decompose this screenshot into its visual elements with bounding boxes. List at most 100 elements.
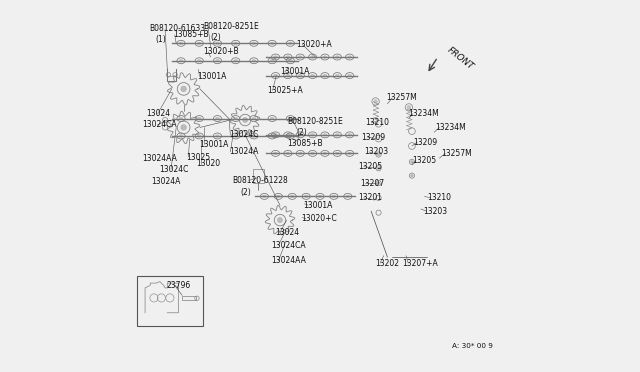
Ellipse shape <box>286 56 290 58</box>
Ellipse shape <box>289 60 292 62</box>
Text: 13024AA: 13024AA <box>271 256 306 265</box>
Text: 13020+B: 13020+B <box>204 47 239 56</box>
Text: (1): (1) <box>155 35 166 44</box>
Text: 13020: 13020 <box>196 159 220 168</box>
Circle shape <box>243 118 248 123</box>
Ellipse shape <box>179 117 183 120</box>
Text: 13001A: 13001A <box>197 72 227 81</box>
Ellipse shape <box>216 42 220 45</box>
Circle shape <box>377 167 380 170</box>
Ellipse shape <box>289 135 292 137</box>
Ellipse shape <box>298 56 302 58</box>
Text: 13024C: 13024C <box>159 165 188 174</box>
Text: A: 30* 00 9: A: 30* 00 9 <box>452 343 492 349</box>
Ellipse shape <box>234 42 237 45</box>
Text: 13024CA: 13024CA <box>271 241 306 250</box>
Ellipse shape <box>304 195 308 198</box>
Ellipse shape <box>234 60 237 62</box>
Text: B08120-8251E: B08120-8251E <box>287 117 343 126</box>
Ellipse shape <box>286 74 290 77</box>
Text: 13024AA: 13024AA <box>142 154 177 163</box>
Ellipse shape <box>286 152 290 155</box>
Text: 13205: 13205 <box>412 156 436 165</box>
Ellipse shape <box>270 42 274 45</box>
Ellipse shape <box>286 134 290 136</box>
Circle shape <box>377 153 380 156</box>
Circle shape <box>277 218 283 223</box>
Text: 13203: 13203 <box>364 147 388 156</box>
Text: (2): (2) <box>211 33 221 42</box>
Text: 13210: 13210 <box>427 193 451 202</box>
Ellipse shape <box>323 152 327 155</box>
Ellipse shape <box>252 60 256 62</box>
Ellipse shape <box>335 56 339 58</box>
Ellipse shape <box>197 117 201 120</box>
Text: (2): (2) <box>296 128 307 137</box>
Circle shape <box>180 86 186 92</box>
Ellipse shape <box>335 74 339 77</box>
Ellipse shape <box>252 135 256 137</box>
Ellipse shape <box>216 117 220 120</box>
Circle shape <box>411 161 413 163</box>
Ellipse shape <box>276 195 280 198</box>
Ellipse shape <box>335 134 339 136</box>
Ellipse shape <box>291 195 294 198</box>
Ellipse shape <box>298 152 302 155</box>
Circle shape <box>377 182 380 185</box>
Ellipse shape <box>311 74 314 77</box>
Ellipse shape <box>318 195 322 198</box>
Ellipse shape <box>289 117 292 120</box>
Text: FRONT: FRONT <box>445 45 475 71</box>
Ellipse shape <box>311 134 314 136</box>
Text: B08120-61633: B08120-61633 <box>150 24 205 33</box>
Text: 13024C: 13024C <box>229 130 259 140</box>
Ellipse shape <box>298 74 302 77</box>
Text: 13207: 13207 <box>360 179 384 187</box>
Ellipse shape <box>289 42 292 45</box>
Circle shape <box>411 174 413 177</box>
Ellipse shape <box>335 152 339 155</box>
Ellipse shape <box>234 117 237 120</box>
Ellipse shape <box>252 117 256 120</box>
Text: 13202: 13202 <box>375 259 399 267</box>
Ellipse shape <box>197 135 201 137</box>
Text: 13025+A: 13025+A <box>268 86 303 95</box>
Ellipse shape <box>197 60 201 62</box>
Text: 13020+C: 13020+C <box>301 214 337 223</box>
Ellipse shape <box>274 74 277 77</box>
Text: B08120-61228: B08120-61228 <box>232 176 287 185</box>
Ellipse shape <box>323 74 327 77</box>
Bar <box>253 169 264 183</box>
Ellipse shape <box>274 152 277 155</box>
Ellipse shape <box>274 56 277 58</box>
Ellipse shape <box>311 56 314 58</box>
Text: 13209: 13209 <box>413 138 438 147</box>
Ellipse shape <box>179 42 183 45</box>
Text: 13024: 13024 <box>146 109 170 118</box>
Ellipse shape <box>346 195 349 198</box>
Text: 13001A: 13001A <box>200 140 229 149</box>
Ellipse shape <box>332 195 336 198</box>
Text: 13205: 13205 <box>358 162 382 171</box>
Text: 13234M: 13234M <box>436 123 467 132</box>
Circle shape <box>180 125 186 130</box>
Text: 13203: 13203 <box>423 207 447 216</box>
Ellipse shape <box>274 134 277 136</box>
Ellipse shape <box>234 135 237 137</box>
Ellipse shape <box>179 60 183 62</box>
Text: 13020+A: 13020+A <box>296 40 332 49</box>
Ellipse shape <box>270 117 274 120</box>
Text: 13234M: 13234M <box>408 109 439 118</box>
Text: 13001A: 13001A <box>303 201 333 210</box>
Ellipse shape <box>348 152 351 155</box>
Text: 13024: 13024 <box>275 228 299 237</box>
Text: 13210: 13210 <box>365 118 389 127</box>
Text: 13207+A: 13207+A <box>403 259 438 267</box>
Circle shape <box>374 100 378 103</box>
Text: B08120-8251E: B08120-8251E <box>204 22 259 31</box>
Circle shape <box>407 106 411 109</box>
Ellipse shape <box>323 134 327 136</box>
Text: 13085+B: 13085+B <box>173 29 209 39</box>
Ellipse shape <box>216 60 220 62</box>
Ellipse shape <box>179 135 183 137</box>
